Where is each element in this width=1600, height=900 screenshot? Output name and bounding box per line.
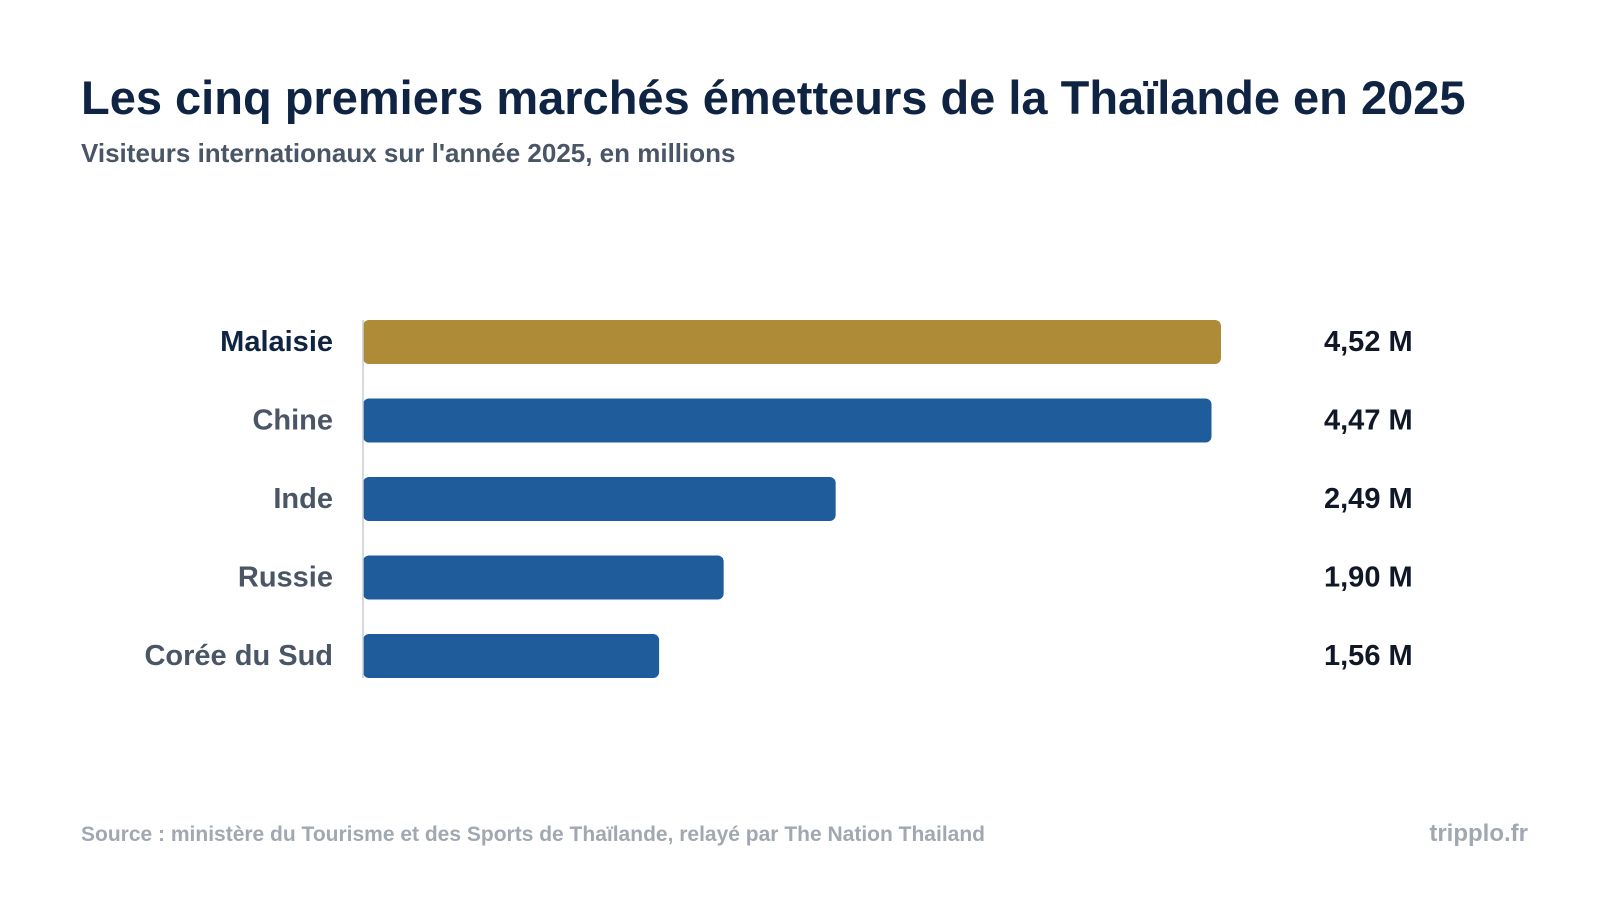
value-label: 2,49 M — [1324, 483, 1413, 515]
bar — [363, 477, 836, 521]
bar — [363, 320, 1221, 364]
value-label: 4,47 M — [1324, 405, 1413, 437]
category-label: Inde — [273, 483, 333, 515]
value-label: 1,56 M — [1324, 640, 1413, 672]
chart-title: Les cinq premiers marchés émetteurs de l… — [81, 71, 1466, 124]
bar — [363, 634, 660, 678]
source-note: Source : ministère du Tourisme et des Sp… — [81, 823, 985, 846]
bar — [363, 398, 1212, 443]
category-label: Chine — [252, 405, 333, 437]
brand-name: tripplo.fr — [1429, 820, 1528, 847]
value-label: 1,90 M — [1324, 562, 1413, 594]
chart-subtitle: Visiteurs internationaux sur l'année 202… — [81, 138, 736, 168]
bar — [363, 555, 724, 600]
category-label: Corée du Sud — [144, 640, 333, 672]
category-label: Malaisie — [220, 326, 333, 358]
value-label: 4,52 M — [1324, 326, 1413, 358]
category-label: Russie — [238, 562, 333, 594]
